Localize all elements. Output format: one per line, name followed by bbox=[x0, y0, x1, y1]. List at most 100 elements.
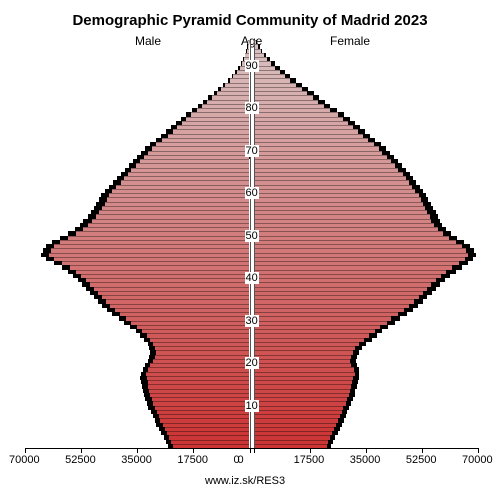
male-bar bbox=[137, 325, 249, 329]
male-bar bbox=[120, 312, 250, 316]
female-bar bbox=[254, 172, 403, 176]
x-tick-label: 35000 bbox=[121, 454, 152, 466]
male-bar bbox=[90, 282, 250, 286]
female-bar bbox=[254, 299, 414, 303]
male-bar bbox=[169, 435, 249, 439]
female-bar bbox=[254, 376, 353, 380]
female-bar bbox=[254, 219, 432, 223]
male-bar bbox=[94, 287, 250, 291]
female-bar bbox=[254, 108, 331, 112]
female-bar bbox=[254, 440, 328, 444]
male-bar bbox=[148, 151, 250, 155]
male-bar bbox=[191, 112, 249, 116]
female-bar bbox=[254, 244, 462, 248]
female-bar bbox=[254, 129, 358, 133]
male-bar bbox=[207, 100, 249, 104]
male-bar bbox=[131, 321, 250, 325]
female-bar bbox=[254, 117, 344, 121]
female-bar bbox=[254, 87, 302, 91]
male-bar bbox=[147, 333, 250, 337]
female-bar bbox=[254, 168, 399, 172]
male-bar bbox=[186, 117, 250, 121]
x-tick bbox=[310, 448, 311, 453]
female-bar bbox=[254, 329, 375, 333]
y-tick-label: 70 bbox=[245, 145, 259, 157]
male-bar bbox=[60, 240, 249, 244]
male-bar bbox=[173, 129, 250, 133]
female-bar bbox=[254, 308, 405, 312]
female-bar bbox=[254, 265, 453, 269]
female-bar bbox=[254, 253, 469, 257]
x-tick bbox=[254, 448, 255, 453]
y-tick-label: 40 bbox=[245, 272, 259, 284]
male-bar bbox=[136, 163, 250, 167]
x-tick bbox=[422, 448, 423, 453]
female-bar bbox=[254, 291, 424, 295]
x-tick-label: 52500 bbox=[65, 454, 96, 466]
male-bar bbox=[126, 316, 249, 320]
x-tick-label: 52500 bbox=[406, 454, 437, 466]
male-bar bbox=[140, 159, 250, 163]
male-bar bbox=[54, 257, 250, 261]
female-bar bbox=[254, 180, 410, 184]
male-bar bbox=[76, 231, 249, 235]
male-bar bbox=[212, 95, 250, 99]
female-bar bbox=[254, 134, 363, 138]
female-bar bbox=[254, 257, 466, 261]
male-bar bbox=[155, 346, 250, 350]
male-bar bbox=[105, 202, 250, 206]
male-bar bbox=[102, 295, 250, 299]
female-bar bbox=[254, 91, 308, 95]
male-bar bbox=[182, 121, 250, 125]
x-tick-label: 35000 bbox=[350, 454, 381, 466]
chart-title: Demographic Pyramid Community of Madrid … bbox=[0, 12, 500, 29]
female-bar bbox=[254, 231, 443, 235]
male-bar bbox=[148, 384, 249, 388]
male-bar bbox=[112, 189, 249, 193]
male-bar bbox=[162, 138, 249, 142]
female-bar bbox=[254, 414, 341, 418]
female-bar bbox=[254, 240, 456, 244]
female-bar bbox=[254, 227, 438, 231]
female-bar bbox=[254, 397, 348, 401]
male-bar bbox=[233, 74, 249, 78]
male-bar bbox=[152, 146, 250, 150]
male-bar bbox=[92, 219, 250, 223]
male-bar bbox=[155, 406, 250, 410]
male-bar bbox=[150, 363, 249, 367]
male-bar bbox=[171, 440, 250, 444]
male-bar bbox=[149, 389, 249, 393]
female-bar bbox=[254, 197, 421, 201]
male-bar bbox=[83, 227, 250, 231]
male-bar bbox=[165, 427, 250, 431]
female-bar bbox=[254, 95, 313, 99]
male-bar bbox=[110, 304, 250, 308]
x-tick bbox=[366, 448, 367, 453]
x-tick bbox=[25, 448, 26, 453]
y-tick-label: 50 bbox=[245, 230, 259, 242]
male-bar bbox=[86, 278, 250, 282]
y-tick-label: 90 bbox=[245, 60, 259, 72]
female-bar bbox=[254, 163, 395, 167]
female-bar bbox=[254, 189, 416, 193]
female-bar bbox=[254, 333, 369, 337]
female-bar bbox=[254, 74, 285, 78]
female-bar bbox=[254, 423, 337, 427]
female-bar bbox=[254, 248, 466, 252]
female-bar bbox=[254, 270, 446, 274]
male-bar bbox=[157, 410, 249, 414]
male-bar bbox=[197, 108, 250, 112]
x-axis bbox=[25, 448, 478, 449]
x-tick-label: 17500 bbox=[177, 454, 208, 466]
female-bar bbox=[254, 338, 365, 342]
male-bar bbox=[156, 142, 249, 146]
female-bar bbox=[254, 223, 434, 227]
y-tick-label: 80 bbox=[245, 102, 259, 114]
female-bar bbox=[254, 100, 319, 104]
male-bar bbox=[54, 244, 250, 248]
x-tick bbox=[193, 448, 194, 453]
male-bar bbox=[68, 236, 249, 240]
male-bar bbox=[51, 248, 250, 252]
male-bar bbox=[221, 87, 249, 91]
footer-link: www.iz.sk/RES3 bbox=[205, 475, 285, 487]
